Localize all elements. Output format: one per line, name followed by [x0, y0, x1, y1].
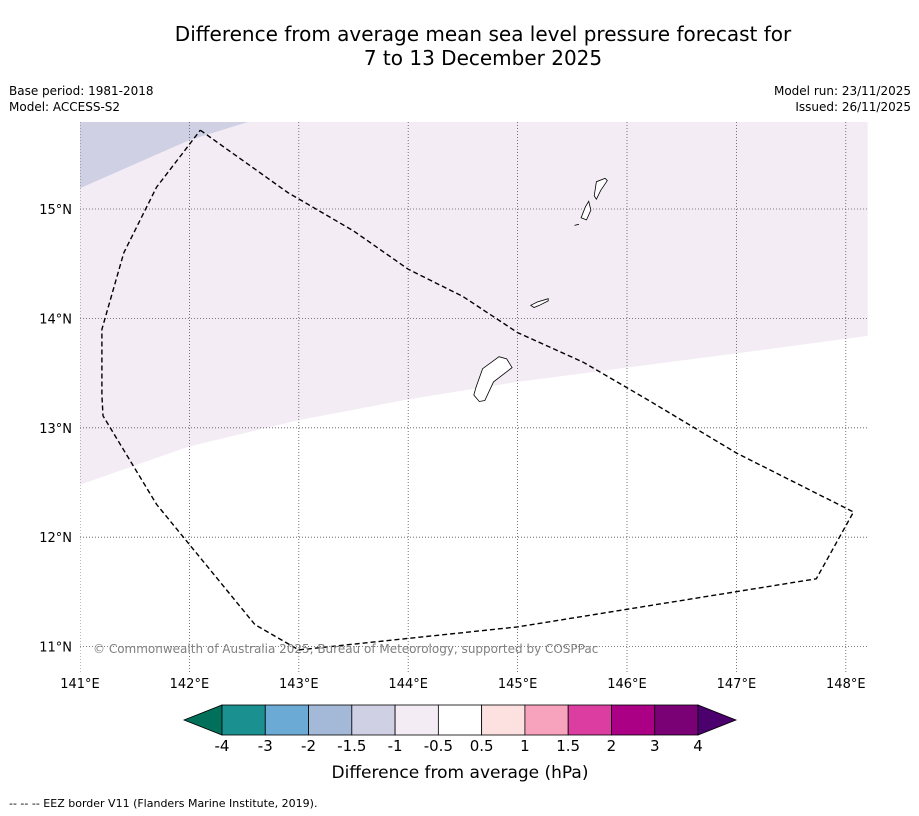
lat-tick-label: 12°N: [39, 531, 72, 546]
metadata-right: Model run: 23/11/2025 Issued: 26/11/2025: [774, 83, 911, 115]
lat-tick-label: 13°N: [39, 422, 72, 437]
lon-tick-label: 146°E: [607, 677, 647, 692]
colorbar-segment: [524, 704, 569, 736]
colorbar-over-arrow: [697, 704, 738, 736]
chart-title: Difference from average mean sea level p…: [174, 22, 792, 70]
lat-tick-label: 11°N: [39, 641, 72, 656]
model-run: Model run: 23/11/2025: [773, 84, 911, 98]
lon-tick-label: 141°E: [60, 677, 100, 692]
colorbar-tick-label: 2: [607, 737, 617, 755]
colorbar-tick-label: -4: [215, 737, 230, 755]
model-name: Model: ACCESS-S2: [9, 100, 121, 114]
eez-footnote: -- -- -- EEZ border V11 (Flanders Marine…: [9, 797, 318, 810]
lon-tick-label: 148°E: [826, 677, 866, 692]
lat-tick-label: 14°N: [39, 312, 72, 327]
longitude-tick-labels: 141°E 142°E 143°E 144°E 145°E 146°E 147°E 148°E: [60, 677, 865, 692]
colorbar-tick-label: 3: [650, 737, 660, 755]
copyright-text: © Commonwealth of Australia 2025, Bureau…: [93, 642, 598, 656]
colorbar-tick-label: 0.5: [470, 737, 494, 755]
colorbar-tick-label: 1.5: [556, 737, 580, 755]
lon-tick-label: 145°E: [498, 677, 538, 692]
colorbar-segment: [221, 704, 266, 736]
lon-tick-label: 142°E: [170, 677, 210, 692]
island-guam: [473, 356, 513, 402]
lat-tick-label: 15°N: [39, 203, 72, 218]
colorbar-segment: [567, 704, 612, 736]
colorbar-segment: [264, 704, 309, 736]
base-period: Base period: 1981-2018: [9, 84, 154, 98]
island-aguijan: [574, 223, 579, 226]
eez-layer: [101, 129, 855, 651]
colorbar-label: Difference from average (hPa): [332, 763, 589, 783]
colorbar-tick-label: -2: [301, 737, 316, 755]
colorbar-tick-label: -3: [258, 737, 273, 755]
map-area: [80, 122, 868, 672]
islands-layer: [473, 177, 608, 402]
colorbar-segment: [308, 704, 353, 736]
colorbar-tick-label: -1.5: [337, 737, 366, 755]
island-tinian: [580, 200, 592, 221]
colorbar-under-arrow: [182, 704, 223, 736]
metadata-left: Base period: 1981-2018 Model: ACCESS-S2: [9, 83, 154, 115]
colorbar-tick-label: 4: [693, 737, 703, 755]
colorbar-segment: [481, 704, 526, 736]
island-rota: [529, 298, 549, 308]
colorbar-segment: [611, 704, 656, 736]
eez-border: [101, 129, 855, 651]
colorbar-segment: [437, 704, 483, 736]
lon-tick-label: 147°E: [717, 677, 757, 692]
latitude-tick-labels: 15°N 14°N 13°N 12°N 11°N: [39, 203, 72, 656]
colorbar-segment: [654, 704, 699, 736]
colorbar-segment: [394, 704, 439, 736]
colorbar-tick-label: -1: [388, 737, 403, 755]
colorbar-tick-label: 1: [520, 737, 530, 755]
issued-date: Issued: 26/11/2025: [795, 100, 911, 114]
lon-tick-label: 143°E: [279, 677, 319, 692]
island-saipan: [593, 177, 608, 201]
lon-tick-label: 144°E: [388, 677, 428, 692]
colorbar: -4 -3 -2 -1.5 -1 -0.5 0.5 1 1.5 2 3 4: [182, 704, 738, 755]
colorbar-tick-label: -0.5: [424, 737, 453, 755]
colorbar-segment: [351, 704, 396, 736]
gridlines: [80, 122, 868, 672]
anomaly-region-1: [80, 122, 248, 189]
